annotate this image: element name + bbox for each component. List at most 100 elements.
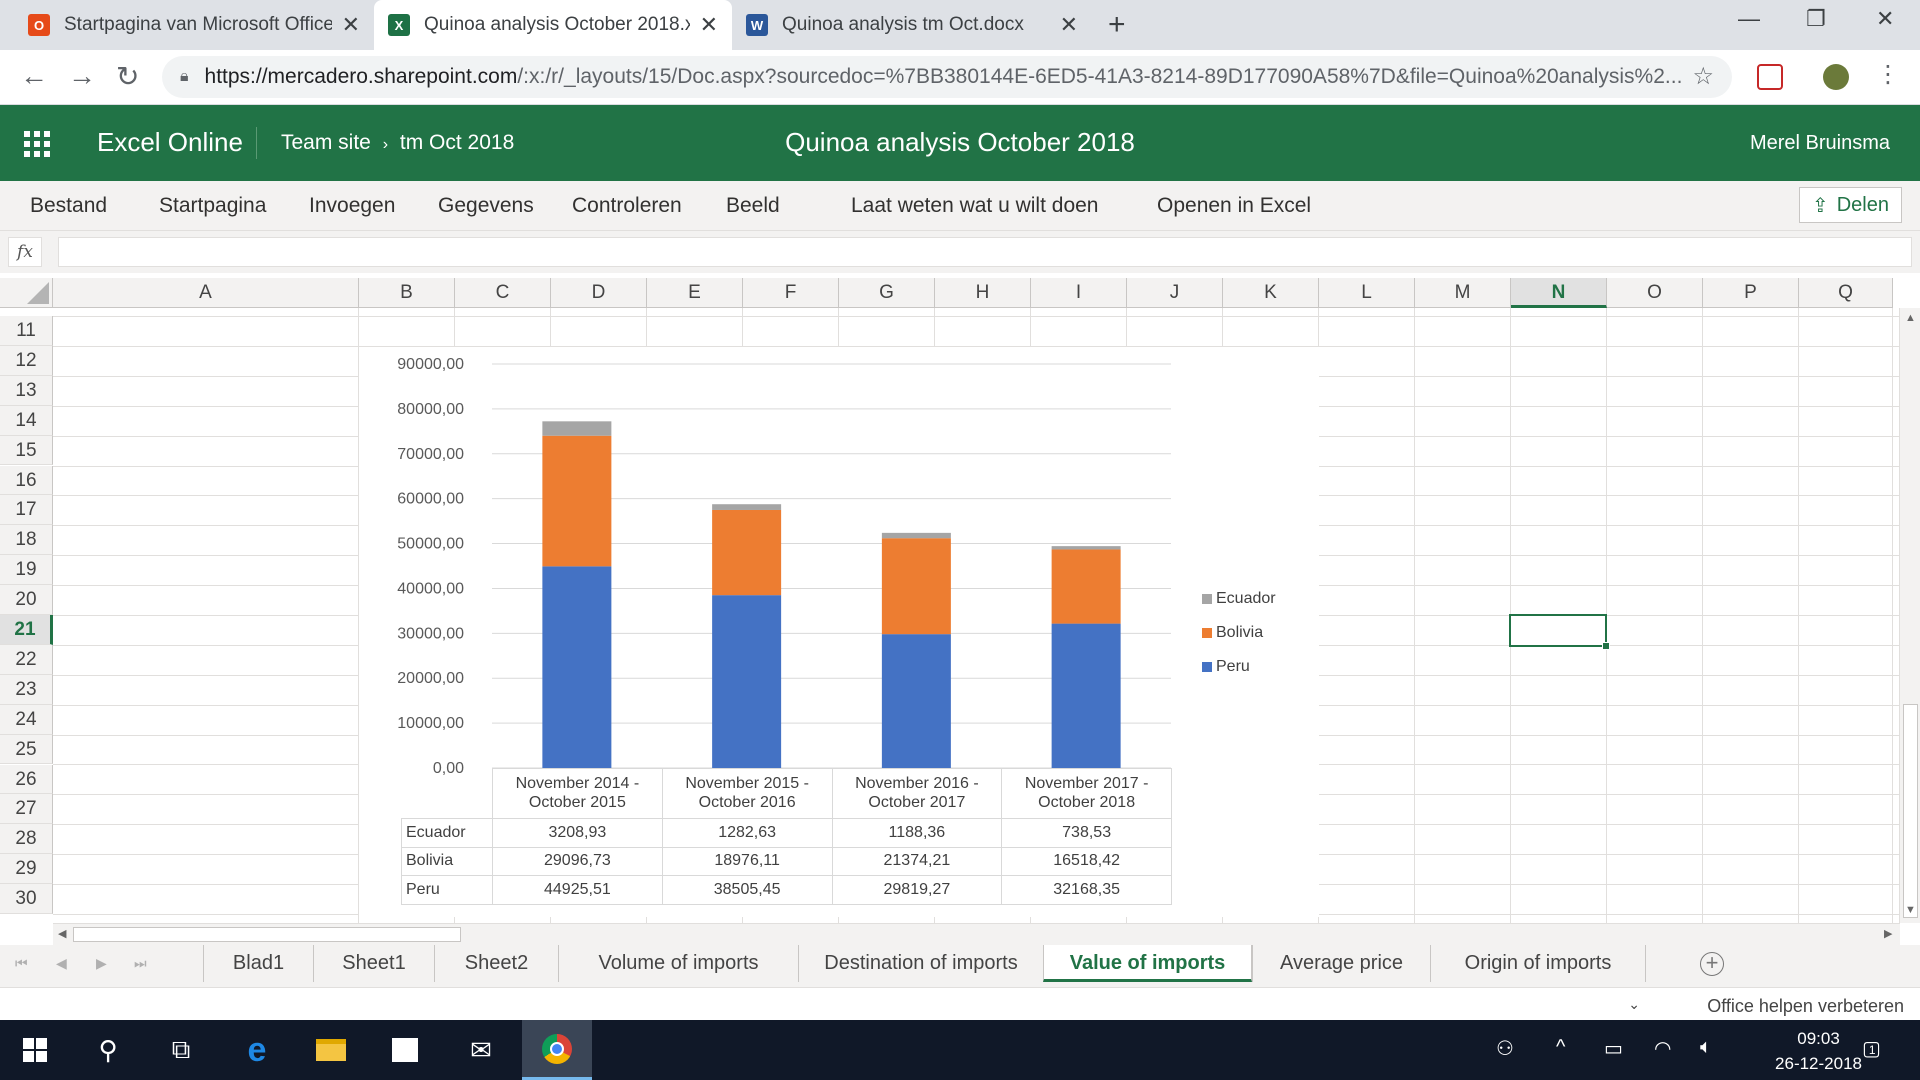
row-header-14[interactable]: 14: [0, 405, 53, 436]
row-header-30[interactable]: 30: [0, 884, 53, 914]
row-header-25[interactable]: 25: [0, 734, 53, 765]
scroll-down-icon[interactable]: ▼: [1905, 904, 1916, 916]
column-header-p[interactable]: P: [1703, 278, 1799, 308]
document-title[interactable]: Quinoa analysis October 2018: [785, 127, 1135, 157]
share-button[interactable]: ⇪ Delen: [1798, 187, 1902, 223]
row-header-24[interactable]: 24: [0, 704, 53, 735]
menu-controleren[interactable]: Controleren: [572, 194, 682, 217]
bar-bolivia-4[interactable]: [1051, 549, 1121, 624]
bar-ecuador-1[interactable]: [542, 421, 612, 436]
address-bar[interactable]: 🔒︎ https://mercadero.sharepoint.com/:x:/…: [162, 56, 1732, 98]
app-launcher-icon[interactable]: [24, 131, 50, 157]
column-header-f[interactable]: F: [743, 278, 839, 308]
row-header-13[interactable]: 13: [0, 375, 53, 406]
menu-bestand[interactable]: Bestand: [30, 194, 108, 217]
row-header-18[interactable]: 18: [0, 525, 53, 556]
menu-gegevens[interactable]: Gegevens: [438, 194, 534, 217]
bookmark-star-icon[interactable]: ☆: [1692, 63, 1714, 90]
column-header-o[interactable]: O: [1607, 278, 1703, 308]
row-header-22[interactable]: 22: [0, 644, 53, 675]
column-header-g[interactable]: G: [839, 278, 935, 308]
scroll-right-icon[interactable]: ▶: [1884, 928, 1893, 940]
column-header-l[interactable]: L: [1319, 278, 1415, 308]
horizontal-scroll-thumb[interactable]: [73, 927, 461, 942]
row-header-27[interactable]: 27: [0, 794, 53, 825]
column-header-m[interactable]: M: [1415, 278, 1511, 308]
menu-invoegen[interactable]: Invoegen: [309, 194, 396, 217]
row-header-26[interactable]: 26: [0, 764, 53, 795]
column-header-b[interactable]: B: [359, 278, 455, 308]
function-icon[interactable]: fx: [8, 237, 42, 267]
back-icon[interactable]: ←: [20, 60, 48, 91]
search-icon[interactable]: ⚲: [98, 1034, 118, 1065]
column-header-k[interactable]: K: [1223, 278, 1319, 308]
new-tab-icon[interactable]: +: [1108, 8, 1126, 41]
breadcrumb-team-site[interactable]: Team site: [281, 131, 371, 154]
first-sheet-icon[interactable]: ⏮: [15, 955, 28, 971]
close-tab-icon[interactable]: ✕: [699, 12, 718, 37]
column-header-e[interactable]: E: [647, 278, 743, 308]
stacked-bar-chart[interactable]: 0,00 10000,00 20000,00 30000,00 40000,00 5000…: [359, 347, 1319, 917]
row-header-19[interactable]: 19: [0, 555, 53, 586]
sheet-tab-sheet1[interactable]: Sheet1: [313, 945, 434, 982]
sheet-tab-volume-of-imports[interactable]: Volume of imports: [558, 945, 798, 982]
scroll-left-icon[interactable]: ◀: [58, 928, 67, 940]
system-clock[interactable]: 09:03 26-12-2018: [1775, 1026, 1862, 1076]
column-header-a[interactable]: A: [53, 278, 359, 308]
horizontal-scrollbar[interactable]: ◀ ▶: [53, 923, 1900, 945]
file-explorer-icon[interactable]: [296, 1020, 366, 1080]
battery-icon[interactable]: ▭: [1604, 1038, 1623, 1060]
column-header-c[interactable]: C: [455, 278, 551, 308]
row-header-28[interactable]: 28: [0, 824, 53, 855]
row-header-15[interactable]: 15: [0, 435, 53, 466]
feedback-link[interactable]: Office helpen verbeteren: [1707, 996, 1904, 1016]
browser-tab-word[interactable]: W Quinoa analysis tm Oct.docx ✕: [732, 0, 1092, 50]
windows-start-icon[interactable]: [0, 1020, 70, 1080]
row-header-12[interactable]: 12: [0, 345, 53, 376]
prev-sheet-icon[interactable]: ◀: [56, 955, 67, 971]
edge-icon[interactable]: e: [247, 1030, 267, 1069]
column-header-q[interactable]: Q: [1799, 278, 1893, 308]
sheet-tab-value-of-imports[interactable]: Value of imports: [1043, 945, 1252, 982]
mail-icon[interactable]: ✉: [470, 1034, 492, 1065]
row-header-23[interactable]: 23: [0, 674, 53, 705]
menu-open-in-excel[interactable]: Openen in Excel: [1157, 194, 1312, 217]
tell-me-search[interactable]: Laat weten wat u wilt doen: [851, 194, 1099, 217]
restore-icon[interactable]: ❐: [1806, 6, 1826, 31]
menu-startpagina[interactable]: Startpagina: [159, 194, 267, 217]
add-sheet-icon[interactable]: +: [1700, 952, 1724, 976]
profile-avatar[interactable]: [1823, 64, 1849, 90]
row-header-20[interactable]: 20: [0, 585, 53, 615]
bar-ecuador-2[interactable]: [712, 504, 782, 510]
app-name[interactable]: Excel Online: [97, 127, 243, 157]
column-header-d[interactable]: D: [551, 278, 647, 308]
row-header-17[interactable]: 17: [0, 495, 53, 526]
store-icon[interactable]: [370, 1020, 440, 1080]
wifi-icon[interactable]: ◠: [1654, 1038, 1672, 1060]
sheet-tab-average-price[interactable]: Average price: [1252, 945, 1430, 982]
bar-peru-2[interactable]: [712, 595, 782, 768]
bar-bolivia-3[interactable]: [881, 538, 951, 635]
user-name[interactable]: Merel Bruinsma: [1749, 132, 1890, 154]
bar-peru-3[interactable]: [881, 634, 951, 768]
bar-bolivia-1[interactable]: [542, 435, 612, 567]
next-sheet-icon[interactable]: ▶: [96, 955, 107, 971]
show-hidden-icons[interactable]: ^: [1556, 1036, 1566, 1058]
column-header-i[interactable]: I: [1031, 278, 1127, 308]
row-header-21[interactable]: 21: [0, 615, 53, 645]
row-header-11[interactable]: 11: [0, 316, 53, 346]
vertical-scrollbar[interactable]: ▲ ▼: [1899, 308, 1920, 923]
column-header-j[interactable]: J: [1127, 278, 1223, 308]
close-window-icon[interactable]: ✕: [1876, 6, 1895, 31]
extension-shield-icon[interactable]: [1757, 64, 1783, 90]
people-icon[interactable]: ⚇: [1496, 1038, 1514, 1060]
vertical-scroll-thumb[interactable]: [1903, 704, 1918, 918]
chevron-down-icon[interactable]: ⌄: [1628, 996, 1640, 1012]
last-sheet-icon[interactable]: ⏭: [134, 955, 147, 971]
minimize-icon[interactable]: —: [1738, 6, 1760, 31]
chrome-icon[interactable]: [522, 1020, 592, 1080]
sheet-tab-blad1[interactable]: Blad1: [203, 945, 313, 982]
volume-icon[interactable]: 🔈︎: [1700, 1036, 1712, 1058]
close-tab-icon[interactable]: ✕: [341, 12, 360, 37]
bar-peru-4[interactable]: [1051, 623, 1121, 768]
